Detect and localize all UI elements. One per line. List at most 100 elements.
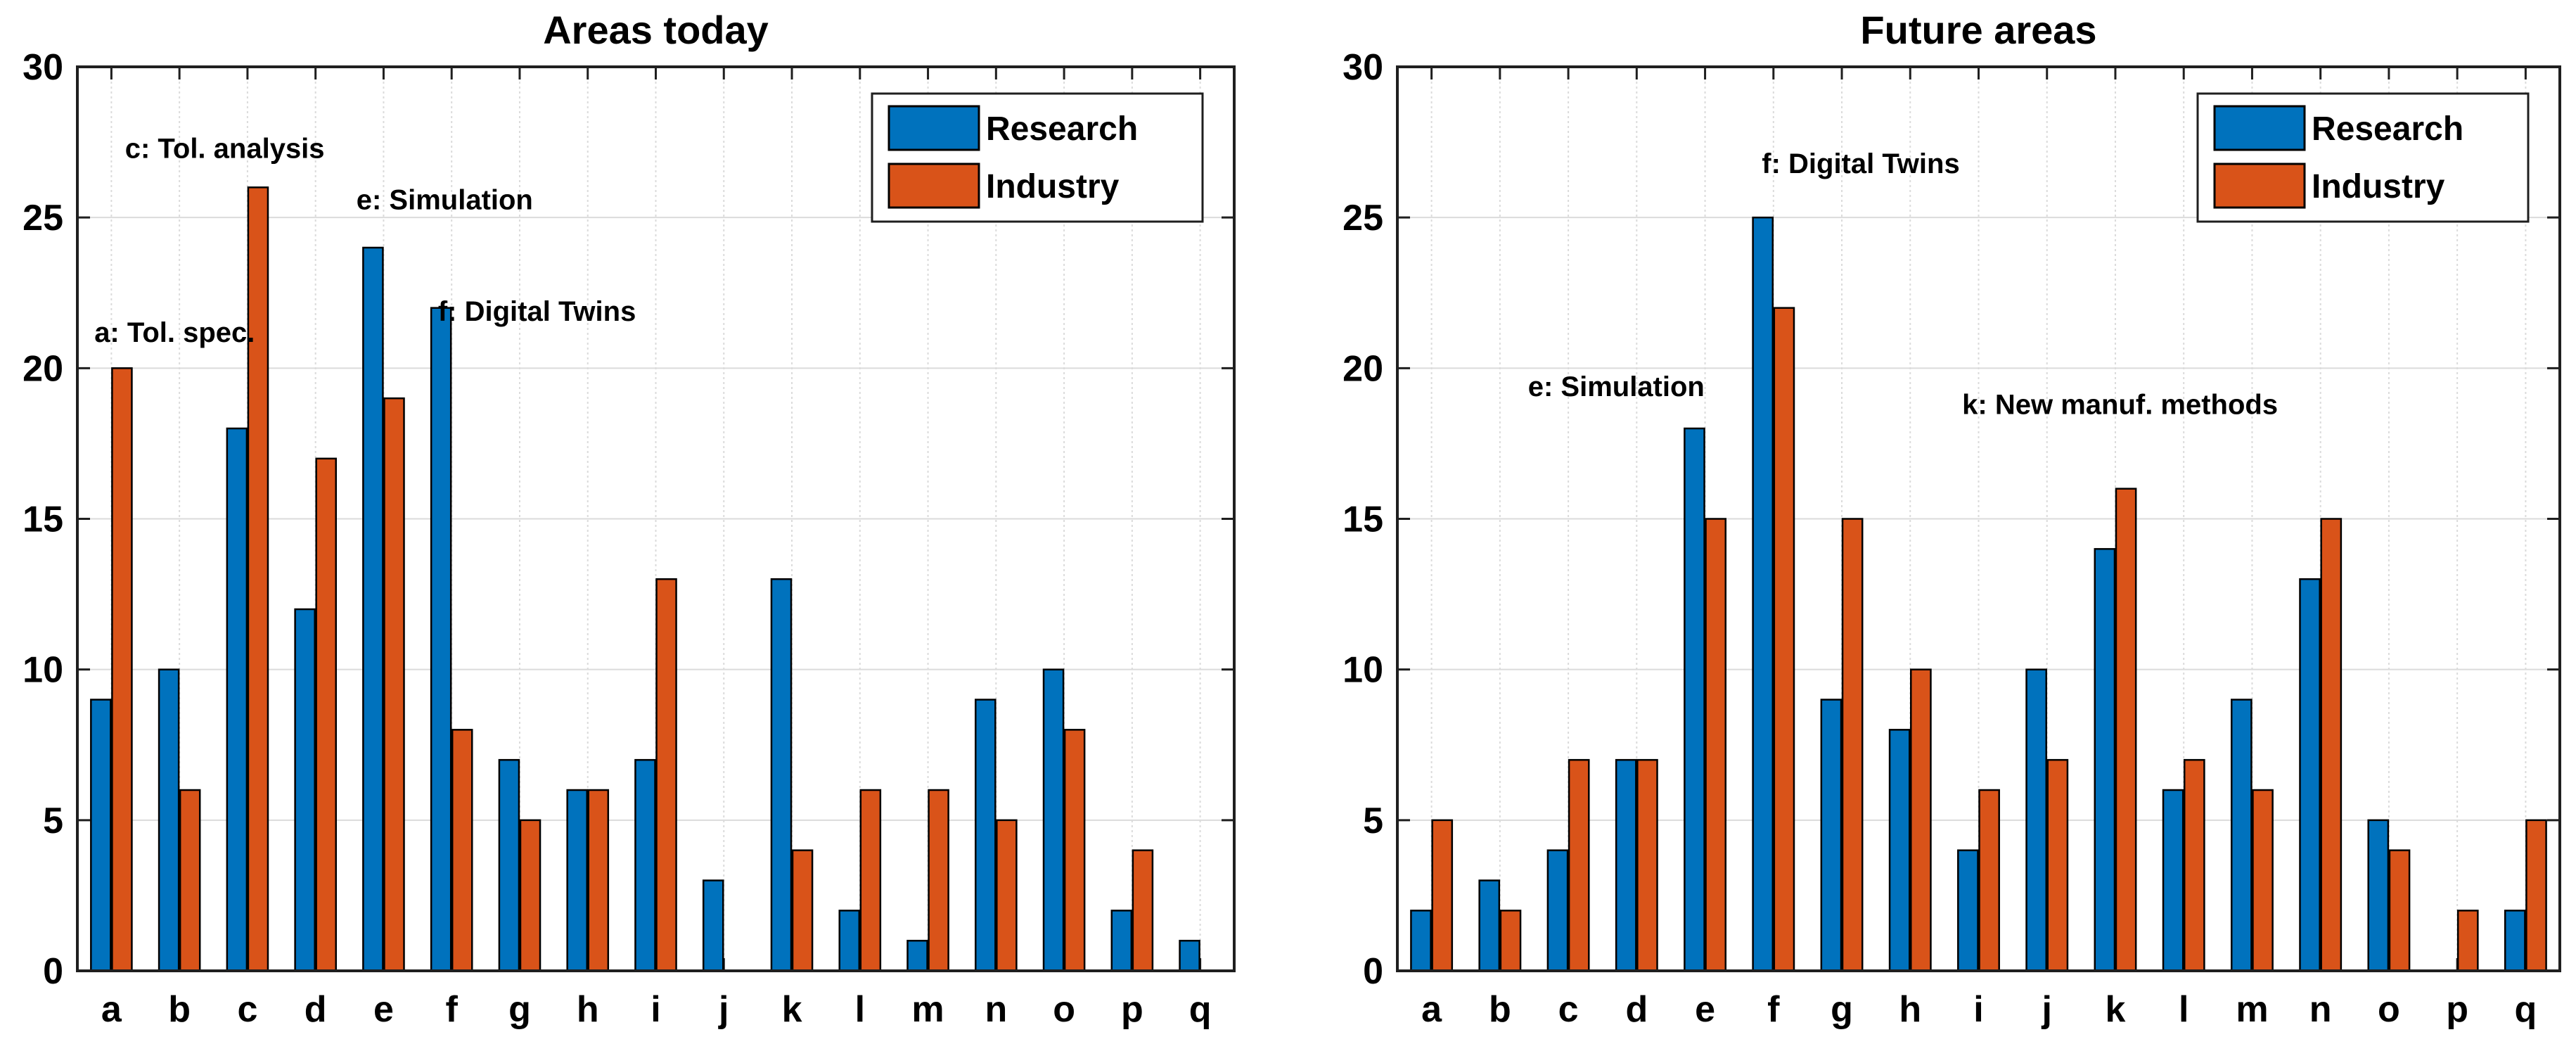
x-tick-label: g bbox=[508, 989, 531, 1030]
x-tick-label: b bbox=[168, 989, 191, 1030]
bar-research-d bbox=[294, 608, 316, 972]
x-tick-label: i bbox=[1973, 989, 1983, 1030]
bar-research-d bbox=[1615, 758, 1637, 972]
bar-industry-o bbox=[2388, 849, 2411, 972]
x-tick-label: n bbox=[2309, 989, 2332, 1030]
bar-research-o bbox=[1042, 668, 1065, 972]
x-tick-label: d bbox=[1625, 989, 1648, 1030]
legend-swatch-research bbox=[2213, 105, 2306, 151]
annotation-label: c: Tol. analysis bbox=[125, 134, 325, 165]
x-tick-label: m bbox=[911, 989, 944, 1030]
bar-industry-a bbox=[1431, 819, 1454, 972]
x-tick-label: h bbox=[1899, 989, 1921, 1030]
bar-industry-c bbox=[1568, 758, 1590, 972]
bar-industry-b bbox=[1499, 910, 1522, 972]
bar-research-k bbox=[2094, 548, 2116, 972]
bar-industry-o bbox=[1063, 729, 1086, 972]
bar-research-f bbox=[1752, 216, 1774, 972]
bar-research-n bbox=[975, 699, 997, 972]
annotation-label: a: Tol. spec. bbox=[94, 317, 255, 348]
x-tick-label: f bbox=[1767, 989, 1780, 1030]
legend-swatch-industry bbox=[2213, 163, 2306, 209]
bar-research-k bbox=[770, 578, 793, 972]
x-tick-label: d bbox=[305, 989, 327, 1030]
x-tick-label: p bbox=[1121, 989, 1143, 1030]
bar-research-j bbox=[702, 879, 724, 972]
bar-research-n bbox=[2299, 578, 2321, 972]
bar-research-o bbox=[2367, 819, 2390, 972]
bar-industry-d bbox=[315, 457, 337, 972]
bar-research-l bbox=[2162, 789, 2184, 972]
legend-swatch-industry bbox=[887, 163, 980, 209]
panel-future-areas: 0 5 10 15 20 25 30 a b c d e f g h i j k l m n o p q Future area… bbox=[1289, 0, 2576, 1059]
bar-industry-n bbox=[2320, 518, 2343, 972]
bar-research-e bbox=[362, 246, 384, 972]
x-tick-label: j bbox=[2042, 989, 2052, 1030]
bar-industry-l bbox=[2183, 758, 2205, 972]
x-tick-label: o bbox=[2378, 989, 2400, 1030]
y-tick-label: 5 bbox=[1363, 801, 1383, 841]
chart-title: Areas today bbox=[543, 8, 769, 52]
bar-industry-c bbox=[247, 186, 269, 972]
bar-research-h bbox=[1888, 729, 1911, 972]
x-tick-label: c bbox=[1558, 989, 1579, 1030]
y-tick-label: 30 bbox=[23, 47, 63, 88]
bar-research-i bbox=[634, 758, 656, 972]
bar-industry-k bbox=[2115, 488, 2137, 972]
y-tick-label: 10 bbox=[23, 650, 63, 691]
annotation-label: e: Simulation bbox=[1528, 371, 1705, 402]
bar-industry-q bbox=[2525, 819, 2547, 972]
bar-industry-h bbox=[587, 789, 610, 972]
bar-research-m bbox=[906, 939, 928, 972]
bar-industry-m bbox=[2252, 789, 2274, 972]
bar-research-l bbox=[838, 910, 861, 972]
x-tick-label: m bbox=[2236, 989, 2268, 1030]
bar-research-q bbox=[2504, 910, 2526, 972]
x-tick-label: q bbox=[1189, 989, 1212, 1030]
x-tick-label: c bbox=[237, 989, 257, 1030]
bar-industry-d bbox=[1636, 758, 1658, 972]
bar-industry-e bbox=[383, 397, 405, 972]
x-tick-label: i bbox=[651, 989, 660, 1030]
x-tick-label: l bbox=[2179, 989, 2189, 1030]
bar-research-a bbox=[90, 699, 112, 972]
bar-industry-i bbox=[655, 578, 677, 972]
x-tick-label: k bbox=[2106, 989, 2126, 1030]
y-tick-label: 0 bbox=[43, 951, 63, 992]
bar-research-b bbox=[158, 668, 180, 972]
x-tick-label: e bbox=[1695, 989, 1715, 1030]
bar-industry-b bbox=[179, 789, 201, 972]
bar-research-b bbox=[1478, 879, 1501, 972]
bar-industry-e bbox=[1705, 518, 1727, 972]
bar-industry-m bbox=[928, 789, 949, 972]
bar-industry-p bbox=[2456, 910, 2479, 972]
bar-industry-j bbox=[2046, 758, 2069, 972]
x-tick-label: g bbox=[1831, 989, 1853, 1030]
bar-research-m bbox=[2230, 699, 2253, 972]
bar-industry-a bbox=[111, 367, 133, 972]
legend-label-industry: Industry bbox=[986, 168, 1120, 205]
y-tick-label: 15 bbox=[23, 499, 63, 540]
bar-research-i bbox=[1957, 849, 1979, 972]
y-tick-label: 25 bbox=[1343, 198, 1383, 238]
annotation-label: e: Simulation bbox=[357, 184, 533, 215]
legend-label-research: Research bbox=[986, 110, 1138, 148]
y-tick-label: 30 bbox=[1343, 47, 1383, 88]
bar-industry-g bbox=[1841, 518, 1864, 972]
x-tick-label: f bbox=[446, 989, 459, 1030]
axes-box bbox=[1396, 65, 2561, 972]
x-tick-label: q bbox=[2514, 989, 2537, 1030]
bar-industry-g bbox=[519, 819, 542, 972]
bar-industry-h bbox=[1910, 668, 1932, 972]
bar-research-c bbox=[226, 427, 248, 972]
bar-industry-f bbox=[451, 729, 473, 972]
x-tick-label: e bbox=[373, 989, 394, 1030]
y-tick-label: 25 bbox=[23, 198, 63, 238]
y-tick-label: 0 bbox=[1363, 951, 1383, 992]
legend-label-industry: Industry bbox=[2312, 168, 2445, 205]
x-tick-label: k bbox=[782, 989, 802, 1030]
bar-research-e bbox=[1684, 427, 1705, 972]
bar-industry-f bbox=[1773, 307, 1795, 972]
legend-label-research: Research bbox=[2312, 110, 2463, 148]
x-tick-label: p bbox=[2446, 989, 2468, 1030]
